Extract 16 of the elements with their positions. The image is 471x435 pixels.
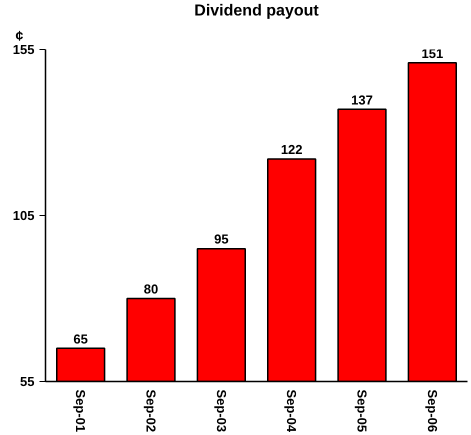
- y-axis-title: ¢: [16, 28, 24, 44]
- data-label: 137: [351, 92, 373, 108]
- chart-title: Dividend payout: [194, 2, 320, 20]
- x-tick-label: Sep-05: [354, 390, 370, 432]
- x-tick-label: Sep-01: [73, 390, 88, 432]
- y-tick-label: 55: [20, 374, 35, 389]
- x-tick-label: Sep-04: [284, 390, 300, 433]
- y-tick-label: 105: [12, 208, 35, 223]
- data-label: 65: [73, 331, 88, 346]
- x-tick-label: Sep-03: [214, 390, 229, 432]
- data-label: 80: [144, 282, 158, 296]
- x-tick-label: Sep-06: [424, 390, 440, 432]
- y-tick-label: 155: [12, 42, 35, 57]
- data-label: 122: [280, 142, 303, 158]
- data-label: 95: [214, 232, 229, 247]
- x-tick-label: Sep-02: [144, 390, 158, 432]
